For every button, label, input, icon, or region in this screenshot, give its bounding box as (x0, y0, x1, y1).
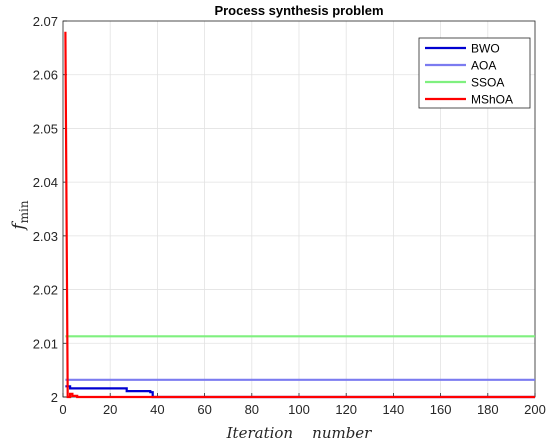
y-tick-label: 2.03 (33, 229, 58, 244)
y-axis-label-subscript: min (17, 200, 31, 223)
x-tick-label: 140 (383, 402, 405, 417)
chart-title: Process synthesis problem (214, 3, 383, 18)
series-line-bwo (65, 385, 535, 399)
legend-label-aoa: AOA (471, 59, 496, 73)
series-lines (64, 31, 535, 399)
y-tick-label: 2.02 (33, 283, 58, 298)
x-tick-label: 200 (524, 402, 546, 417)
series-line-mshoa (64, 31, 535, 399)
x-tick-label: 160 (430, 402, 452, 417)
y-tick-label: 2.05 (33, 121, 58, 136)
y-tick-label: 2 (51, 390, 58, 405)
x-tick-label: 40 (150, 402, 164, 417)
y-axis-label: fmin (9, 200, 31, 232)
axis-ticks: 0 20 40 60 80 100 120 140 160 180 200 2 2.01 2.02 2.03… (33, 14, 546, 417)
x-tick-label: 80 (245, 402, 259, 417)
x-tick-label: 120 (335, 402, 357, 417)
y-tick-label: 2.06 (33, 68, 58, 83)
y-tick-label: 2.07 (33, 14, 58, 29)
y-axis-label-main: f (9, 221, 29, 232)
legend-box (418, 37, 531, 109)
x-tick-label: 0 (59, 402, 66, 417)
x-tick-label: 100 (288, 402, 310, 417)
x-axis-label: Iteration number (226, 424, 373, 442)
legend-label-mshoa: MShOA (471, 93, 513, 107)
svg-text:fmin: fmin (9, 200, 31, 232)
y-tick-label: 2.01 (33, 336, 58, 351)
x-tick-label: 60 (197, 402, 211, 417)
x-tick-label: 180 (477, 402, 499, 417)
legend: BWO AOA SSOA MShOA (418, 37, 531, 109)
y-tick-label: 2.04 (33, 175, 58, 190)
legend-label-bwo: BWO (471, 42, 500, 56)
x-tick-label: 20 (103, 402, 117, 417)
legend-label-ssoa: SSOA (471, 76, 504, 90)
